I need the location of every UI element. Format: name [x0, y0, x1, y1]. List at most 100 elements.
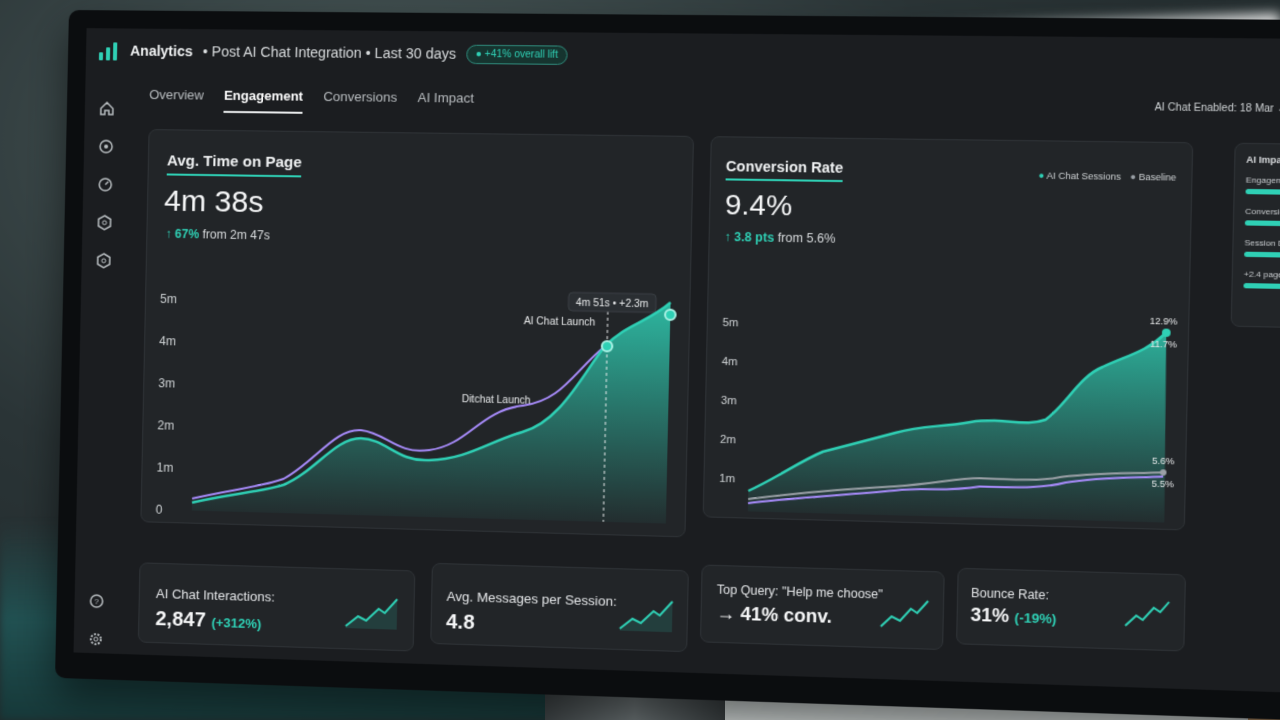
stat-card-bounce-rate: Bounce Rate: 31% (-19%) — [956, 568, 1186, 652]
side-title: AI Impact Breakdown — [1246, 154, 1280, 166]
conversion-rate-value: 9.4% — [725, 189, 793, 223]
time-on-page-card: Avg. Time on Page 4m 38s ↑ 67% from 2m 4… — [140, 129, 694, 537]
x-tick-label: 03/22 — [947, 518, 977, 523]
x-tick-label: 03/30 — [650, 526, 682, 528]
delta-text: from 2m 47s — [202, 227, 270, 242]
side-item-bar — [1246, 189, 1280, 196]
compass-icon[interactable] — [98, 138, 114, 154]
stat-value: 4.8 — [446, 611, 475, 635]
y-tick-label: 3m — [158, 376, 175, 390]
tab-engagement[interactable]: Engagement — [224, 88, 304, 114]
legend-baseline: Baseline — [1139, 172, 1177, 183]
settings-icon[interactable] — [96, 253, 112, 269]
help-icon[interactable]: ? — [88, 593, 104, 610]
y-tick-label: 1m — [156, 460, 173, 474]
stat-label: Avg. Messages per Session: — [446, 589, 616, 609]
side-item-fill — [1245, 220, 1280, 227]
x-tick-label: 03/16 — [575, 524, 607, 528]
delta-pts: 3.8 pts — [734, 230, 774, 245]
stat-value: 31% (-19%) — [970, 604, 1056, 628]
gauge-icon[interactable] — [97, 176, 113, 192]
stat-card-ai-interactions: AI Chat Interactions: 2,847 (+312%) — [138, 562, 416, 651]
x-tick-label: 03/01 — [162, 513, 193, 528]
delta-pct: 67% — [175, 227, 199, 241]
toolbar-right: AI Chat Enabled: 18 Mar ⌄ ▶ — [1154, 98, 1280, 119]
end-label: 12.9% — [1150, 316, 1178, 327]
stat-number: 31% — [970, 604, 1009, 626]
side-item-bar — [1243, 283, 1280, 290]
side-item-bar — [1244, 252, 1280, 259]
stat-card-top-query: Top Query: "Help me choose" → 41% conv. — [700, 564, 945, 650]
annotation-prior-launch: Ditchat Launch — [462, 394, 531, 407]
side-item-label: Conversion Lift — [1245, 207, 1280, 218]
y-tick-label: 5m — [160, 292, 177, 306]
stat-label: Top Query: "Help me choose" — [717, 582, 883, 601]
y-tick-label: 3m — [721, 395, 737, 408]
end-label: 5.6% — [1152, 456, 1174, 467]
y-tick-label: 4m — [722, 356, 738, 369]
y-tick-label: 5m — [722, 317, 738, 330]
side-item-bar — [1245, 220, 1280, 227]
tab-conversions[interactable]: Conversions — [323, 89, 397, 115]
side-item-fill — [1243, 283, 1280, 289]
home-icon[interactable] — [99, 100, 115, 116]
conversion-rate-chart: 5m 4m 3m 2m 1m 0 03/01 03/03 03/26 03/22 03/29 03/3… — [704, 248, 1192, 523]
y-tick-label: 0 — [156, 503, 163, 517]
tab-ai-impact[interactable]: AI Impact — [417, 90, 474, 116]
y-tick-label: 2m — [720, 434, 736, 447]
annotation-ai-launch: AI Chat Launch — [524, 316, 596, 329]
time-on-page-chart: 5m4m3m2m1m003/0103/0103/0703/2103/1603/1… — [142, 242, 693, 528]
tab-bar: Overview Engagement Conversions AI Impac… — [149, 87, 474, 116]
time-on-page-delta: ↑ 67% from 2m 47s — [165, 227, 270, 243]
tooltip-text: 4m 51s • +2.3m — [576, 298, 649, 311]
stat-value: 2,847 (+312%) — [155, 608, 262, 634]
screen: Analytics • Post AI Chat Integration • L… — [74, 28, 1280, 695]
left-rail: ? — [74, 72, 130, 654]
svg-text:?: ? — [94, 597, 99, 606]
monitor: Analytics • Post AI Chat Integration • L… — [55, 10, 1280, 720]
stat-pct: (-19%) — [1014, 610, 1056, 627]
end-label: 11.7% — [1150, 339, 1177, 350]
app-title: Analytics — [130, 43, 193, 60]
end-label: 5.5% — [1152, 478, 1174, 489]
x-tick-label: 03/01 — [257, 515, 288, 528]
breadcrumb: • Post AI Chat Integration • Last 30 day… — [203, 43, 457, 62]
conversion-rate-title: Conversion Rate — [726, 158, 844, 176]
legend-dot-ai: ● — [1038, 170, 1044, 180]
x-tick-label: 03/01 — [735, 512, 764, 523]
stat-number: 2,847 — [155, 608, 206, 632]
legend-ai: AI Chat Sessions — [1046, 170, 1121, 181]
conversion-rate-card: Conversion Rate ● AI Chat Sessions ● Bas… — [703, 136, 1194, 530]
y-tick-label: 1m — [719, 473, 735, 486]
end-point — [665, 310, 676, 320]
launch-point — [602, 341, 613, 351]
x-tick-label: 03/16 — [498, 522, 530, 528]
stat-label: AI Chat Interactions: — [156, 586, 275, 605]
chart-legend: ● AI Chat Sessions ● Baseline — [1038, 170, 1176, 182]
side-item-label: Session Depth — [1244, 238, 1280, 249]
hexagon-icon[interactable] — [96, 215, 112, 231]
y-tick-label: 4m — [159, 334, 176, 348]
delta-text: from 5.6% — [778, 231, 836, 246]
time-on-page-value: 4m 38s — [164, 184, 264, 220]
legend-dot-baseline: ● — [1130, 172, 1136, 182]
gear-icon[interactable] — [88, 631, 104, 648]
time-on-page-title: Avg. Time on Page — [167, 152, 302, 171]
y-tick-label: 2m — [157, 418, 174, 432]
x-tick-label: 03/26 — [879, 516, 908, 523]
stat-label: Bounce Rate: — [971, 586, 1049, 603]
ai-chat-enabled-dropdown[interactable]: AI Chat Enabled: 18 Mar ⌄ — [1154, 102, 1280, 115]
side-item-fill — [1244, 252, 1280, 259]
trend-up-icon — [344, 594, 402, 632]
x-tick-label: 03/29 — [1015, 520, 1045, 524]
conversion-delta: ↑ 3.8 pts from 5.6% — [724, 230, 835, 246]
trend-up-icon — [618, 596, 677, 635]
stat-card-messages: Avg. Messages per Session: 4.8 — [430, 563, 689, 652]
overall-lift-badge: ● +41% overall lift — [466, 44, 567, 64]
stat-pct: (+312%) — [211, 615, 261, 632]
top-bar: Analytics • Post AI Chat Integration • L… — [86, 28, 1280, 85]
stat-value: → 41% conv. — [716, 603, 832, 628]
tab-overview[interactable]: Overview — [149, 87, 204, 113]
x-tick-label: 03/21 — [420, 520, 451, 528]
y-tick-label: 0 — [718, 512, 725, 524]
